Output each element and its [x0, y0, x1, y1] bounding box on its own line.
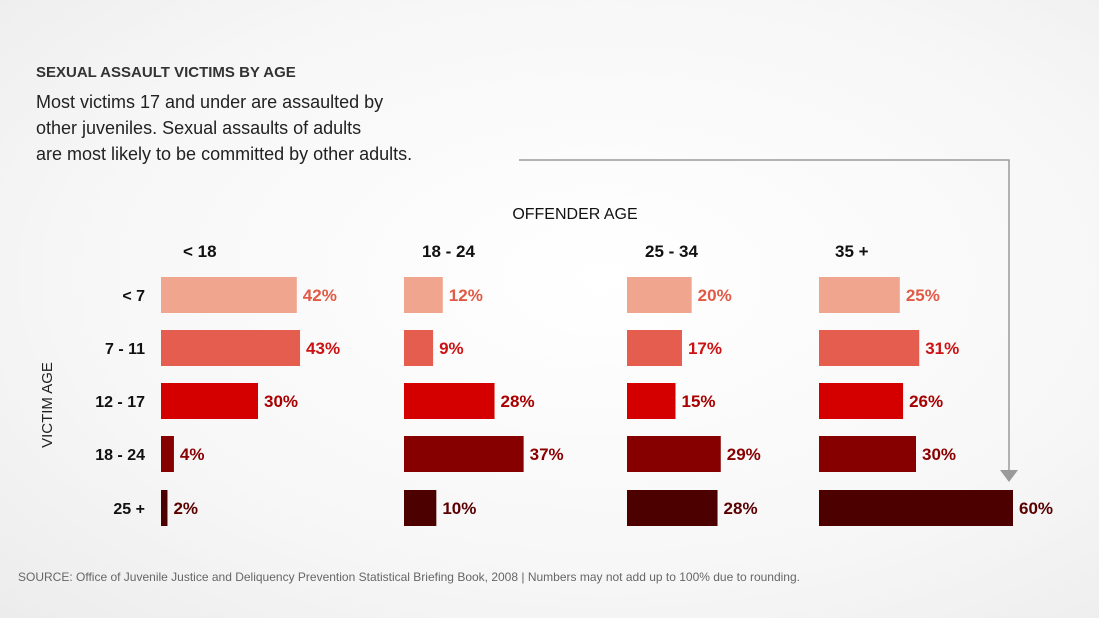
bar-r2-c0 [161, 383, 258, 419]
row-label-12-17: 12 - 17 [95, 394, 145, 411]
bar-r2-c1 [404, 383, 495, 419]
value-label-r2-c0: 30% [264, 392, 298, 411]
bar-r4-c2 [627, 490, 718, 526]
bar-r2-c2 [627, 383, 676, 419]
chart-kicker: SEXUAL ASSAULT VICTIMS BY AGE [36, 64, 296, 81]
subtitle-line-1: Most victims 17 and under are assaulted … [36, 92, 383, 112]
offender-age-label: OFFENDER AGE [512, 206, 637, 223]
column-header-25-34: 25 - 34 [645, 242, 698, 261]
bar-r3-c0 [161, 436, 174, 472]
bar-r4-c1 [404, 490, 437, 526]
column-header-18-24: 18 - 24 [422, 242, 475, 261]
value-label-r0-c0: 42% [303, 286, 337, 305]
value-label-r3-c3: 30% [922, 445, 956, 464]
subtitle-line-3: are most likely to be committed by other… [36, 144, 412, 164]
bar-r1-c0 [161, 330, 301, 366]
value-label-r1-c3: 31% [925, 339, 959, 358]
value-label-r1-c2: 17% [688, 339, 722, 358]
value-label-r3-c1: 37% [530, 445, 564, 464]
callout-arrow [519, 159, 1018, 482]
bar-r0-c1 [404, 277, 443, 313]
value-label-r2-c1: 28% [501, 392, 535, 411]
bar-r1-c2 [627, 330, 682, 366]
bars: 42% 12% 20% 25% 43% 9% 17% 31% 30% 28% 15% 26% 4% 37%… [161, 277, 1053, 526]
bar-r0-c2 [627, 277, 692, 313]
row-label-7-11: 7 - 11 [105, 341, 145, 358]
bar-r3-c3 [819, 436, 916, 472]
value-label-r4-c2: 28% [724, 499, 758, 518]
value-label-r4-c0: 2% [173, 499, 198, 518]
subtitle-line-2: other juveniles. Sexual assaults of adul… [36, 118, 361, 138]
bar-r0-c0 [161, 277, 297, 313]
value-label-r2-c3: 26% [909, 392, 943, 411]
value-label-r1-c1: 9% [439, 339, 464, 358]
bar-r3-c1 [404, 436, 524, 472]
bar-r1-c1 [404, 330, 434, 366]
source-note: SOURCE: Office of Juvenile Justice and D… [18, 570, 800, 584]
value-label-r2-c2: 15% [682, 392, 716, 411]
bar-r3-c2 [627, 436, 721, 472]
value-label-r4-c1: 10% [442, 499, 476, 518]
value-label-r3-c0: 4% [180, 445, 205, 464]
value-label-r0-c1: 12% [449, 286, 483, 305]
value-label-r1-c0: 43% [306, 339, 340, 358]
bar-r1-c3 [819, 330, 920, 366]
column-header-35: 35 + [835, 242, 869, 261]
row-label-18-24: 18 - 24 [95, 447, 145, 464]
value-label-r3-c2: 29% [727, 445, 761, 464]
row-label-7: < 7 [122, 288, 145, 305]
value-label-r4-c3: 60% [1019, 499, 1053, 518]
bar-r0-c3 [819, 277, 900, 313]
value-label-r0-c3: 25% [906, 286, 940, 305]
bar-r4-c0 [161, 490, 168, 526]
bar-r2-c3 [819, 383, 904, 419]
value-label-r0-c2: 20% [698, 286, 732, 305]
column-header-18: < 18 [183, 242, 217, 261]
bar-r4-c3 [819, 490, 1013, 526]
column-headers: < 18 18 - 24 25 - 34 35 + [183, 242, 869, 261]
victim-age-label: VICTIM AGE [39, 362, 56, 448]
row-labels: < 7 7 - 11 12 - 17 18 - 24 25 + [95, 288, 145, 518]
row-label-25: 25 + [113, 501, 145, 518]
